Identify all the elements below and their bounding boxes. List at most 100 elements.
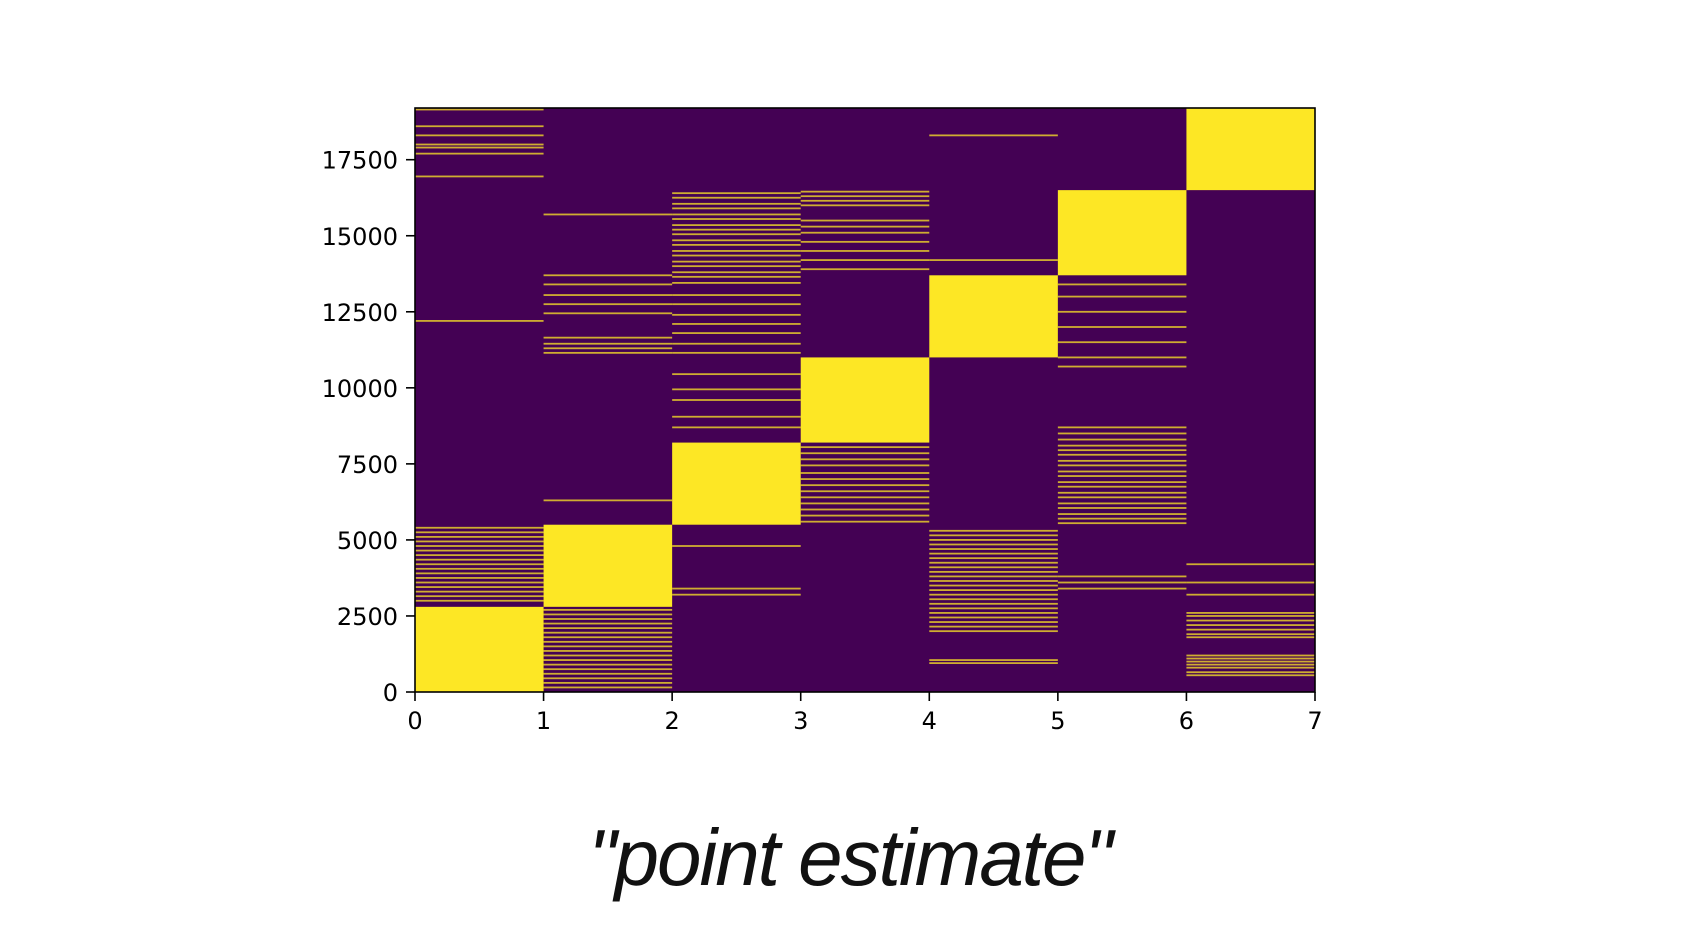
heatmap-block-col-1 xyxy=(543,524,673,607)
heatmap-stripe-col-3 xyxy=(800,458,930,461)
heatmap-stripe-col-2 xyxy=(672,218,801,220)
heatmap-stripe-col-6 xyxy=(1186,615,1315,617)
heatmap-stripe-col-2 xyxy=(672,351,801,354)
heatmap-stripe-col-4 xyxy=(929,134,1058,137)
heatmap-stripe-col-1 xyxy=(543,650,673,652)
x-tick-label: 4 xyxy=(922,707,937,735)
heatmap-stripe-col-0 xyxy=(415,595,544,598)
heatmap-stripe-col-3 xyxy=(800,496,930,499)
heatmap-stripe-col-5 xyxy=(1057,485,1187,488)
heatmap-stripe-col-1 xyxy=(543,347,673,350)
heatmap-stripe-col-6 xyxy=(1186,581,1315,584)
heatmap-stripe-col-2 xyxy=(672,228,801,231)
heatmap-stripe-col-4 xyxy=(929,659,1058,661)
heatmap-stripe-col-5 xyxy=(1057,356,1187,359)
heatmap-stripe-col-5 xyxy=(1057,522,1187,525)
heatmap-stripe-col-6 xyxy=(1186,563,1315,566)
heatmap-block-col-0 xyxy=(415,606,544,692)
heatmap-stripe-col-5 xyxy=(1057,295,1187,298)
heatmap-stripe-col-1 xyxy=(543,294,673,296)
heatmap-stripe-col-4 xyxy=(929,630,1058,633)
heatmap-stripe-col-0 xyxy=(415,558,544,561)
heatmap-stripe-col-0 xyxy=(415,572,544,575)
heatmap-stripe-col-5 xyxy=(1057,575,1187,578)
heatmap-stripe-col-4 xyxy=(929,602,1058,605)
heatmap-stripe-col-3 xyxy=(800,484,930,487)
heatmap-stripe-col-3 xyxy=(800,204,930,207)
heatmap-stripe-col-0 xyxy=(415,577,544,579)
heatmap-stripe-col-2 xyxy=(672,233,801,236)
heatmap-stripe-col-3 xyxy=(800,231,930,234)
heatmap-stripe-col-4 xyxy=(929,561,1058,564)
heatmap-stripe-col-5 xyxy=(1057,341,1187,344)
y-tick-label: 17500 xyxy=(322,147,398,175)
heatmap-stripe-col-0 xyxy=(415,581,544,584)
heatmap-block-col-5 xyxy=(1057,190,1187,276)
heatmap-stripe-col-2 xyxy=(672,294,801,296)
heatmap-stripe-col-6 xyxy=(1186,624,1315,626)
heatmap-stripe-col-1 xyxy=(543,618,673,620)
heatmap-stripe-col-2 xyxy=(672,587,801,590)
axes: 0 1 2 3 4 5 6 7 0 2500 5000 7500 10000 12500 15000 1750… xyxy=(322,107,1323,735)
heatmap-stripe-col-4 xyxy=(929,529,1058,532)
heatmap-stripe-col-5 xyxy=(1057,432,1187,435)
heatmap-stripe-col-4 xyxy=(929,616,1058,619)
heatmap-stripe-col-0 xyxy=(415,567,544,570)
heatmap-stripe-col-4 xyxy=(929,589,1058,592)
heatmap-stripe-col-6 xyxy=(1186,666,1315,669)
heatmap-stripe-col-2 xyxy=(672,265,801,268)
heatmap-stripe-col-5 xyxy=(1057,449,1187,452)
heatmap-stripe-col-2 xyxy=(672,271,801,274)
heatmap-stripe-col-4 xyxy=(929,552,1058,555)
y-tick-label: 15000 xyxy=(322,223,398,251)
heatmap-stripe-col-4 xyxy=(929,259,1058,261)
heatmap-stripe-col-0 xyxy=(415,545,544,547)
heatmap-stripe-col-3 xyxy=(800,446,930,449)
heatmap-block-col-3 xyxy=(800,357,930,443)
heatmap-stripe-col-4 xyxy=(929,621,1058,623)
heatmap-stripe-col-6 xyxy=(1186,671,1315,674)
heatmap-stripe-col-1 xyxy=(543,622,673,625)
heatmap-stripe-col-4 xyxy=(929,539,1058,541)
heatmap-stripe-col-1 xyxy=(543,613,673,616)
heatmap-stripe-col-5 xyxy=(1057,481,1187,484)
heatmap-stripe-col-1 xyxy=(543,645,673,648)
heatmap-stripe-col-4 xyxy=(929,580,1058,582)
heatmap-stripe-col-5 xyxy=(1057,365,1187,368)
heatmap-stripe-col-0 xyxy=(415,549,544,552)
heatmap-stripe-col-1 xyxy=(543,336,673,339)
heatmap-stripe-col-6 xyxy=(1186,660,1315,663)
x-tick-label: 2 xyxy=(665,707,680,735)
heatmap-stripe-col-5 xyxy=(1057,491,1187,494)
heatmap-stripe-col-0 xyxy=(415,590,544,593)
y-tick-label: 7500 xyxy=(337,451,398,479)
heatmap-stripe-col-4 xyxy=(929,612,1058,614)
heatmap-stripe-col-6 xyxy=(1186,657,1315,660)
heatmap-stripe-col-3 xyxy=(800,250,930,252)
heatmap-stripe-col-3 xyxy=(800,472,930,474)
heatmap-stripe-col-3 xyxy=(800,502,930,505)
heatmap-stripe-col-3 xyxy=(800,464,930,467)
heatmap-stripe-col-2 xyxy=(672,275,801,278)
heatmap-stripe-col-0 xyxy=(415,526,544,529)
heatmap-stripe-col-0 xyxy=(415,320,544,322)
heatmap-stripe-col-0 xyxy=(415,175,544,178)
heatmap-stripe-col-1 xyxy=(543,274,673,277)
heatmap-stripe-col-2 xyxy=(672,373,801,376)
heatmap-stripe-col-5 xyxy=(1057,496,1187,499)
heatmap-stripe-col-3 xyxy=(800,452,930,455)
heatmap-stripe-col-4 xyxy=(929,662,1058,665)
heatmap-stripe-col-2 xyxy=(672,281,801,284)
heatmap-stripe-col-4 xyxy=(929,584,1058,587)
heatmap-stripe-col-6 xyxy=(1186,619,1315,622)
heatmap-stripe-col-0 xyxy=(415,152,544,155)
heatmap-stripe-col-6 xyxy=(1186,674,1315,677)
heatmap-stripe-col-5 xyxy=(1057,310,1187,313)
heatmap-stripe-col-2 xyxy=(672,342,801,345)
heatmap-stripe-col-1 xyxy=(543,663,673,666)
heatmap-stripe-col-6 xyxy=(1186,654,1315,657)
heatmap-stripe-col-5 xyxy=(1057,502,1187,505)
heatmap-stripe-col-1 xyxy=(543,312,673,315)
y-tick-label: 10000 xyxy=(322,375,398,403)
